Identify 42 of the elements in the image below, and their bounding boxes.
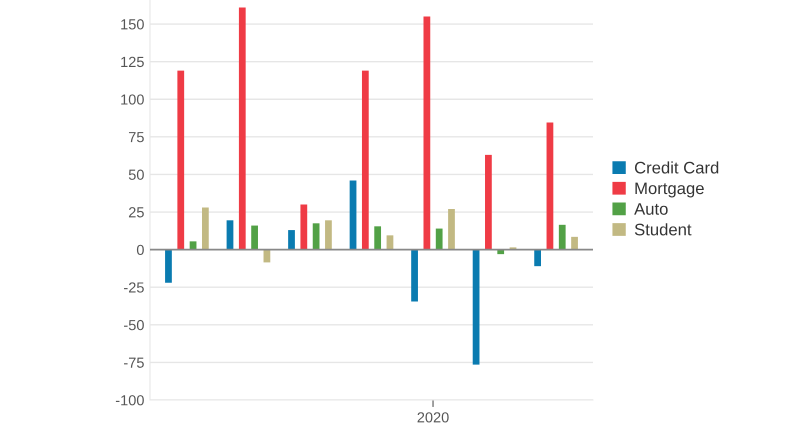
x-tick-label: 2020: [418, 412, 449, 423]
bar: [202, 208, 209, 250]
y-tick-label: 0: [136, 244, 144, 256]
y-tick-label: 25: [128, 207, 144, 218]
y-tick-label: -75: [124, 358, 144, 368]
bar: [264, 250, 270, 262]
bar: [190, 241, 196, 250]
bar: [546, 122, 554, 250]
y-tick-label: 100: [121, 94, 144, 105]
bar: [571, 236, 578, 250]
bar: [485, 154, 492, 250]
bar: [350, 180, 356, 250]
bar: [325, 220, 332, 250]
y-tick-label: 150: [121, 19, 144, 30]
bar: [558, 224, 566, 250]
bar: [288, 230, 295, 250]
bar: [448, 209, 455, 250]
y-tick-label: 75: [128, 132, 144, 142]
y-tick-label: -25: [124, 282, 144, 293]
legend-label: Auto: [634, 203, 668, 215]
bar: [362, 70, 369, 250]
bar: [238, 8, 246, 250]
y-tick-label: -100: [116, 395, 144, 406]
bar: [436, 228, 443, 250]
bar: [534, 250, 542, 266]
legend-label: Mortgage: [635, 182, 704, 198]
bar: [386, 235, 394, 250]
legend-label: Student: [634, 223, 692, 236]
bar: [300, 204, 308, 250]
legend-label: Credit Card: [634, 161, 718, 174]
y-tick-label: 125: [121, 56, 144, 68]
bar: [411, 250, 418, 302]
bar: [165, 250, 172, 283]
bar: [226, 220, 234, 250]
bar: [177, 70, 184, 250]
y-tick-label: 50: [128, 170, 144, 180]
bar: [423, 16, 430, 250]
bar: [374, 226, 382, 250]
bar: [312, 223, 320, 250]
bar: [472, 250, 480, 365]
bar: [251, 226, 258, 250]
y-tick-label: -50: [124, 320, 144, 330]
